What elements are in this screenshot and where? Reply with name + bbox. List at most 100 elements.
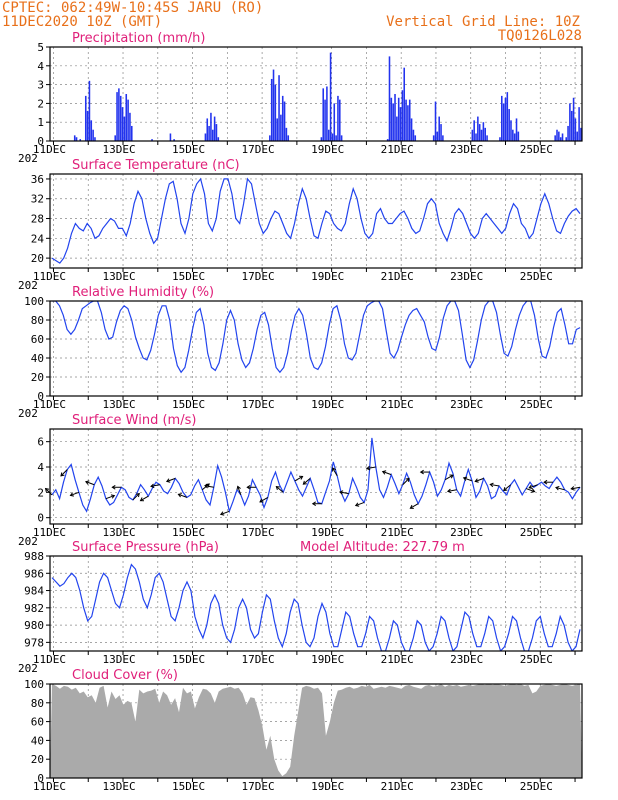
wind-arrow — [105, 494, 116, 500]
precip-bar — [396, 116, 398, 141]
x-tick-label: 25DEC — [520, 143, 553, 156]
wind-arrow-head — [204, 483, 209, 489]
y-tick-label: 100 — [24, 678, 44, 691]
precip-bar — [327, 129, 330, 141]
x-tick-label: 23DEC — [450, 270, 483, 283]
wind-arrow-head — [555, 485, 560, 491]
x-tick-label: 19DEC — [311, 526, 344, 539]
precip-bar — [569, 103, 571, 141]
panel-frame — [49, 46, 583, 142]
x-tick-label: 25DEC — [520, 653, 553, 666]
wind-arrow-head — [449, 474, 454, 479]
y-tick-label: 36 — [31, 173, 44, 186]
precip-bar — [287, 135, 290, 141]
y-tick-label: 0 — [37, 135, 44, 148]
x-tick-label: 19DEC — [311, 653, 344, 666]
x-tick-label: 17DEC — [242, 653, 275, 666]
precip-bar — [513, 133, 516, 141]
y-tick-label: 4 — [37, 60, 44, 73]
wind-arrow-head — [135, 492, 140, 498]
wind-arrow-head — [503, 487, 508, 492]
wind-arrow-head — [299, 475, 304, 480]
precip-bar — [388, 56, 391, 141]
precip-bar — [73, 135, 76, 141]
precip-bar — [403, 67, 406, 141]
x-tick-label: 13DEC — [102, 653, 135, 666]
wind-arrow-head — [489, 482, 494, 488]
y-tick-label: 4 — [37, 461, 44, 474]
x-tick-label: 15DEC — [172, 143, 205, 156]
wind-arrow-shaft — [332, 467, 338, 477]
wind-arrow — [60, 469, 68, 477]
precip-bar — [556, 129, 558, 141]
x-year-fragment: 202 — [18, 662, 38, 675]
precip-bar — [397, 97, 400, 141]
wind-arrow — [462, 476, 473, 482]
precip-bar — [392, 103, 394, 141]
wind-arrow-head — [219, 511, 225, 516]
precip-bar — [206, 118, 209, 141]
x-tick-label: 15DEC — [172, 270, 205, 283]
y-tick-label: 988 — [24, 550, 44, 563]
precip-bar — [473, 120, 475, 141]
model-altitude-label: Model Altitude: 227.79 m — [300, 540, 465, 555]
precip-bar — [508, 109, 510, 141]
wind-arrow-shaft — [166, 477, 176, 482]
wind-arrow-head — [84, 480, 90, 485]
x-tick-label: 15DEC — [172, 653, 205, 666]
wind-arrow — [354, 501, 365, 507]
wind-arrow-shaft — [276, 486, 284, 493]
wind-arrow — [402, 477, 410, 486]
precip-bar — [510, 120, 512, 141]
wind-arrow-head — [139, 497, 145, 502]
precip-bar — [477, 116, 479, 141]
panel-frame — [49, 683, 583, 779]
precip-bar — [554, 135, 556, 141]
precip-bar — [471, 129, 474, 141]
wind-arrow-head — [474, 478, 479, 483]
pres-line — [51, 563, 581, 651]
precip-bar — [272, 69, 275, 141]
precip-bar — [499, 137, 501, 141]
wind-arrow-shaft — [444, 474, 454, 481]
wind-arrow-shaft — [132, 493, 140, 501]
precip-bar — [79, 139, 82, 141]
precip-bar — [561, 133, 564, 141]
precip-bar — [326, 86, 328, 141]
panel-frame — [49, 555, 583, 652]
precip-bar — [94, 137, 96, 141]
wind-arrow-head — [528, 484, 533, 490]
precip-bar — [270, 78, 273, 141]
precip-bar — [211, 129, 214, 141]
wind-arrow-shaft — [410, 503, 419, 509]
wind-arrow-shaft — [45, 488, 53, 496]
panel-title: Surface Pressure (hPa) — [72, 540, 219, 555]
y-tick-label: 100 — [24, 295, 44, 308]
panel-temp: 20 24 28 32 36 11DEC 13DEC 15DEC 17DEC 19DEC 21DEC… — [18, 158, 583, 292]
wind-arrow — [543, 479, 554, 485]
wind-arrow — [528, 484, 538, 490]
x-tick-label: 17DEC — [242, 270, 275, 283]
precip-bar — [580, 127, 582, 141]
wind-arrow-head — [381, 470, 387, 475]
precip-bar — [320, 137, 323, 141]
precip-bar — [502, 103, 505, 141]
precip-bar — [486, 135, 488, 141]
wind-arrow-shaft — [366, 466, 376, 470]
wind-arrow — [381, 470, 392, 476]
precip-bar — [283, 101, 286, 141]
x-tick-label: 25DEC — [520, 398, 553, 411]
precip-bar — [274, 84, 277, 141]
wind-arrow-shaft — [220, 510, 230, 515]
precip-bar — [173, 139, 175, 141]
wind-arrow-head — [69, 492, 74, 497]
wind-arrow-head — [302, 480, 307, 485]
wind-arrow-head — [570, 486, 575, 491]
wind-arrow-head — [275, 485, 280, 491]
precip-bar — [331, 133, 334, 141]
wind-arrow — [311, 501, 322, 507]
wind-arrow-head — [236, 485, 241, 490]
wind-arrow-head — [462, 476, 468, 481]
panel-title: Surface Temperature (nC) — [72, 158, 240, 173]
precip-bar — [276, 118, 278, 141]
